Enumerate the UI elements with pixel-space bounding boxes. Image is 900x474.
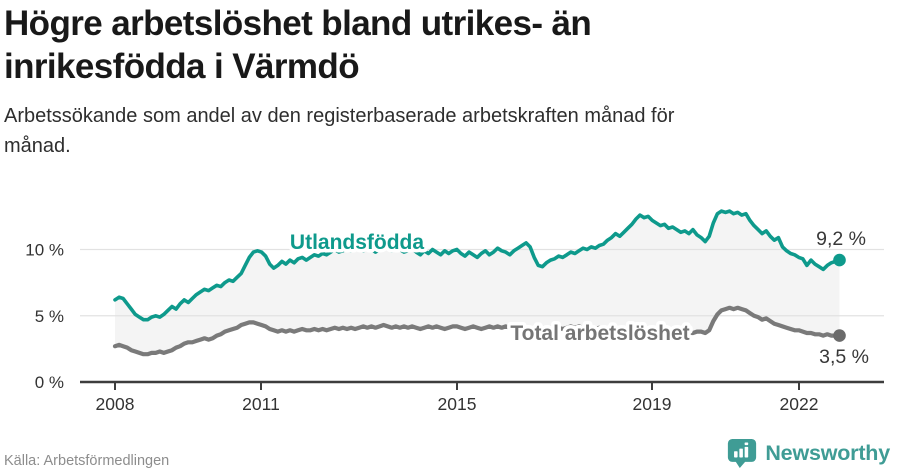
y-axis: 0 % 5 % 10 % [25,241,64,393]
x-tick-label: 2022 [780,394,819,414]
x-tick-label: 2008 [96,394,135,414]
line-utlandsfodda-end-dot [833,253,846,267]
newsworthy-icon [728,438,757,469]
band-between-lines [115,211,840,355]
series-label-total-arbetsloshet: Total arbetslöshet [510,322,689,345]
source-note: Källa: Arbetsförmedlingen [4,453,170,469]
gridlines [80,248,884,317]
band-fill [115,211,840,355]
y-tick-label: 5 % [35,307,64,326]
x-axis: 2008 2011 2015 2019 2022 [80,380,884,414]
y-tick-label: 0 % [35,373,64,392]
chart-subtitle: Arbetssökande som andel av den registerb… [4,105,675,158]
chart-title: Högre arbetslöshet bland utrikes- än inr… [4,4,592,87]
end-value-utlandsfodda: 9,2 % [816,228,866,250]
line-utlandsfodda [113,209,842,322]
y-tick-label: 10 % [25,241,64,260]
end-value-total-arbetsloshet: 3,5 % [819,346,869,368]
x-tick-label: 2019 [633,394,672,414]
line-total-arbetsloshet [112,305,842,357]
series-label-utlandsfodda: Utlandsfödda [290,231,424,254]
newsworthy-logo[interactable]: Newsworthy [727,438,890,469]
newsworthy-wordmark: Newsworthy [765,441,890,465]
series-lines [112,209,846,357]
x-tick-label: 2015 [438,394,477,414]
x-tick-label: 2011 [242,394,280,414]
line-total-arbetsloshet-end-dot [833,329,846,342]
